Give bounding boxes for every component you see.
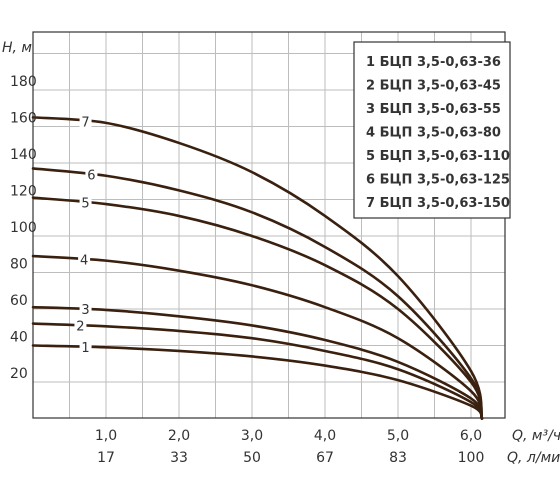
x-tick-label-secondary: 83 bbox=[389, 450, 407, 466]
curve-1 bbox=[31, 344, 484, 420]
plot-frame bbox=[32, 31, 506, 419]
y-tick-label: 60 bbox=[10, 293, 28, 309]
y-tick-label: 180 bbox=[10, 74, 37, 90]
legend-entry: 1 БЦП 3,5-0,63-36 bbox=[366, 55, 501, 70]
x-tick-label-primary: 1,0 bbox=[95, 428, 117, 444]
y-tick-label: 160 bbox=[10, 111, 37, 127]
x-tick-label-primary: 5,0 bbox=[387, 428, 409, 444]
legend: 1 БЦП 3,5-0,63-36 2 БЦП 3,5-0,63-45 3 БЦП … bbox=[353, 41, 511, 219]
curve-label-bg bbox=[79, 113, 92, 129]
y-tick-label: 80 bbox=[10, 257, 28, 273]
x-tick-label-secondary: 33 bbox=[170, 450, 188, 466]
x-tick-label-primary: 3,0 bbox=[241, 428, 263, 444]
legend-entry: 3 БЦП 3,5-0,63-55 bbox=[366, 102, 501, 117]
legend-entry: 5 БЦП 3,5-0,63-110 bbox=[366, 149, 510, 164]
curve-2 bbox=[31, 322, 484, 420]
curve-label-bg bbox=[79, 194, 92, 210]
curve-label-2: 2 bbox=[76, 319, 84, 334]
legend-entry: 7 БЦП 3,5-0,63-150 bbox=[366, 196, 510, 211]
curve-7 bbox=[31, 116, 484, 420]
curve-4 bbox=[31, 254, 484, 420]
y-tick-label: 40 bbox=[10, 330, 28, 346]
curve-label-4: 4 bbox=[80, 253, 88, 268]
y-tick-label: 20 bbox=[10, 366, 28, 382]
curve-6 bbox=[31, 167, 484, 420]
curves bbox=[31, 116, 484, 420]
curve-label-7: 7 bbox=[81, 115, 89, 130]
y-tick-label: 100 bbox=[10, 220, 37, 236]
curve-label-5: 5 bbox=[81, 196, 89, 211]
curve-5 bbox=[31, 196, 484, 420]
y-tick-label: 120 bbox=[10, 184, 37, 200]
x-axis-title-primary: Q, м³/ч bbox=[512, 428, 560, 444]
curve-label-bg bbox=[79, 338, 92, 354]
x-axis-title-secondary: Q, л/мин bbox=[507, 450, 560, 466]
x-tick-label-primary: 6,0 bbox=[460, 428, 482, 444]
x-tick-label-secondary: 17 bbox=[97, 450, 115, 466]
x-tick-label-secondary: 67 bbox=[316, 450, 334, 466]
curve-label-bg bbox=[74, 317, 87, 333]
curve-label-bg bbox=[79, 301, 92, 317]
legend-box bbox=[353, 41, 511, 219]
y-tick-label: 140 bbox=[10, 147, 37, 163]
legend-entry: 6 БЦП 3,5-0,63-125 bbox=[366, 173, 510, 188]
legend-entry: 4 БЦП 3,5-0,63-80 bbox=[366, 126, 501, 141]
legend-entry: 2 БЦП 3,5-0,63-45 bbox=[366, 79, 501, 94]
curve-label-bg bbox=[78, 251, 91, 267]
curve-label-3: 3 bbox=[81, 303, 89, 318]
y-axis-title: H, м bbox=[2, 40, 32, 56]
curve-label-bg bbox=[85, 166, 98, 182]
curve-3 bbox=[31, 305, 484, 420]
x-tick-label-secondary: 50 bbox=[243, 450, 261, 466]
curve-label-6: 6 bbox=[87, 168, 95, 183]
x-tick-label-secondary: 100 bbox=[458, 450, 485, 466]
x-tick-label-primary: 2,0 bbox=[168, 428, 190, 444]
curve-label-1: 1 bbox=[81, 341, 89, 356]
x-tick-label-primary: 4,0 bbox=[314, 428, 336, 444]
